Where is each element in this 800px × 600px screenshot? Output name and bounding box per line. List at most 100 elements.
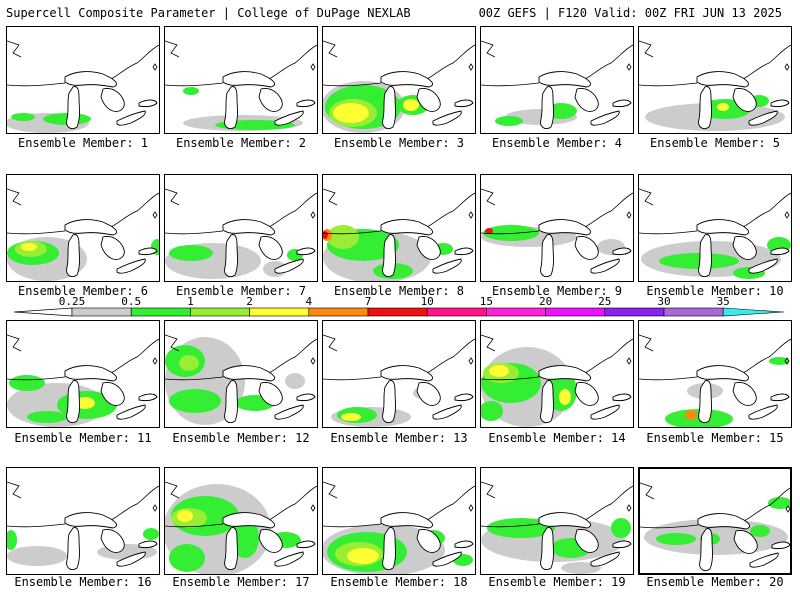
lake-outline <box>732 88 757 112</box>
lake-outline <box>274 258 304 274</box>
ensemble-map <box>323 188 475 281</box>
lake-outline <box>380 219 434 236</box>
lake-outline <box>224 86 238 130</box>
ensemble-panel[interactable] <box>638 467 792 575</box>
colorbar-tick-label: 2 <box>246 295 253 308</box>
ensemble-map <box>640 482 790 572</box>
ensemble-panel[interactable] <box>6 467 160 575</box>
lake-outline <box>454 247 474 255</box>
lake-outline <box>416 529 441 553</box>
ensemble-panel[interactable] <box>164 26 318 134</box>
scp-contour <box>9 375 45 391</box>
scp-contour <box>143 528 159 540</box>
ensemble-map <box>639 40 791 131</box>
scp-contour <box>341 413 361 421</box>
lake-outline <box>416 382 441 406</box>
scp-contour <box>169 544 205 572</box>
ensemble-panel[interactable] <box>6 26 160 134</box>
lake-outline <box>432 551 462 567</box>
lake-outline <box>538 71 592 88</box>
lake-outline <box>116 551 146 567</box>
island-outline <box>310 504 316 512</box>
island-outline <box>152 211 158 219</box>
lake-outline <box>64 512 118 529</box>
ensemble-panel[interactable] <box>164 467 318 575</box>
island-outline <box>152 504 158 512</box>
scp-contour <box>403 99 419 111</box>
lake-outline <box>770 393 790 401</box>
scp-contour <box>347 548 379 564</box>
colorbar-segment <box>663 307 724 317</box>
lake-outline <box>64 219 118 236</box>
ensemble-panel[interactable] <box>322 26 476 134</box>
lake-outline <box>224 234 238 278</box>
scp-contour <box>750 525 770 537</box>
scp-contour <box>285 373 305 389</box>
ensemble-panel[interactable] <box>638 320 792 428</box>
island-outline <box>784 63 790 71</box>
island-outline <box>784 357 790 365</box>
lake-outline <box>538 365 592 382</box>
ensemble-panel[interactable] <box>480 320 634 428</box>
lake-outline <box>380 71 434 88</box>
lake-outline <box>432 110 462 126</box>
ensemble-panel[interactable] <box>480 26 634 134</box>
ensemble-panel[interactable] <box>164 320 318 428</box>
lake-outline <box>432 404 462 420</box>
coastline <box>639 40 791 87</box>
panel-label: Ensemble Member: 2 <box>175 136 307 150</box>
lake-outline <box>296 393 316 401</box>
scp-contour <box>169 389 221 413</box>
ensemble-panel[interactable] <box>6 320 160 428</box>
ensemble-panel[interactable] <box>322 467 476 575</box>
scp-contour <box>489 365 509 377</box>
lake-outline <box>696 219 750 236</box>
ensemble-panel[interactable] <box>164 174 318 282</box>
colorbar-segment <box>486 307 546 317</box>
coastline <box>323 334 475 381</box>
ensemble-map <box>323 334 475 427</box>
colorbar-tick-label: 20 <box>539 295 552 308</box>
ensemble-map <box>323 40 475 133</box>
coastline <box>165 481 317 528</box>
island-outline <box>310 63 316 71</box>
scp-contour <box>327 225 359 249</box>
ensemble-panel[interactable] <box>322 174 476 282</box>
colorbar-tick-label: 25 <box>598 295 611 308</box>
chart-title: Supercell Composite Parameter | College … <box>6 6 411 20</box>
panel-label: Ensemble Member: 3 <box>333 136 465 150</box>
lake-outline <box>382 527 396 571</box>
island-outline <box>468 357 474 365</box>
panel-label: Ensemble Member: 5 <box>649 136 781 150</box>
panel-label: Ensemble Member: 7 <box>175 284 307 298</box>
lake-outline <box>258 236 283 260</box>
lake-outline <box>748 110 778 126</box>
lake-outline <box>138 540 158 548</box>
panel-label: Ensemble Member: 11 <box>14 431 152 445</box>
colorbar-segment <box>130 307 191 317</box>
lake-outline <box>380 365 434 382</box>
scp-contour <box>685 410 697 420</box>
lake-outline <box>100 382 125 406</box>
panel-label: Ensemble Member: 10 <box>646 284 784 298</box>
colorbar-tick-label: 4 <box>305 295 312 308</box>
lake-outline <box>382 380 396 424</box>
ensemble-map <box>639 188 791 279</box>
ensemble-panel[interactable] <box>638 26 792 134</box>
panel-label: Ensemble Member: 1 <box>17 136 149 150</box>
lake-outline <box>697 513 751 530</box>
ensemble-panel[interactable] <box>480 174 634 282</box>
panel-label: Ensemble Member: 17 <box>172 575 310 589</box>
ensemble-panel[interactable] <box>6 174 160 282</box>
lake-outline <box>612 393 632 401</box>
scp-contour <box>487 518 555 538</box>
ensemble-panel[interactable] <box>638 174 792 282</box>
ensemble-panel[interactable] <box>480 467 634 575</box>
coastline <box>165 334 317 381</box>
ensemble-map <box>165 334 317 425</box>
ensemble-panel[interactable] <box>322 320 476 428</box>
island-outline <box>468 63 474 71</box>
scp-contour <box>177 510 193 522</box>
lake-outline <box>116 110 146 126</box>
lake-outline <box>574 382 599 406</box>
